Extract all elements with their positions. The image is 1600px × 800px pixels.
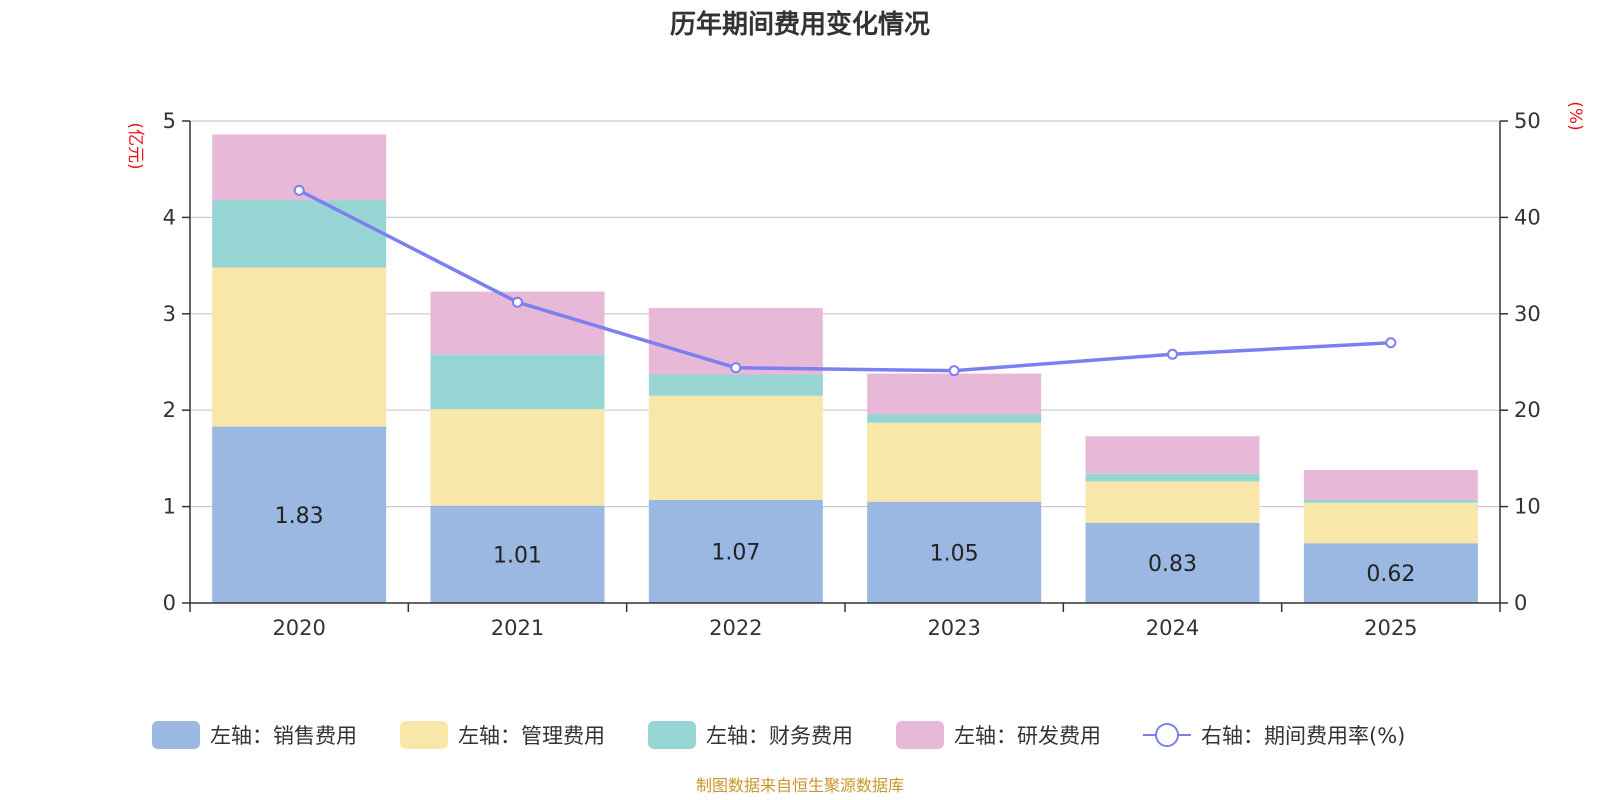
- bar-segment[interactable]: [1303, 469, 1478, 500]
- bar-segment[interactable]: [212, 200, 387, 268]
- legend-label[interactable]: 右轴：期间费用率(%): [1201, 724, 1405, 748]
- bar-segment[interactable]: [430, 409, 605, 506]
- legend-swatch[interactable]: [896, 721, 944, 749]
- bar-segment[interactable]: [867, 414, 1042, 423]
- bar-segment[interactable]: [867, 373, 1042, 415]
- bar-segment[interactable]: [1085, 522, 1260, 603]
- x-axis-tick-label: 2025: [1364, 616, 1417, 640]
- gridlines: [190, 120, 1500, 508]
- bar-segment[interactable]: [430, 354, 605, 410]
- line-point[interactable]: [730, 362, 742, 374]
- bar-segment[interactable]: [867, 422, 1042, 502]
- line-point[interactable]: [293, 184, 305, 196]
- line-point[interactable]: [1385, 337, 1397, 349]
- bar-data-label: 1.05: [930, 541, 979, 566]
- bar-segment[interactable]: [648, 395, 823, 500]
- right-axis-tick-label: 50: [1514, 109, 1541, 133]
- right-axis-tick-label: 0: [1514, 591, 1527, 615]
- bar-segment[interactable]: [648, 374, 823, 396]
- bar-segment[interactable]: [648, 499, 823, 603]
- legend-label[interactable]: 左轴：管理费用: [458, 724, 605, 748]
- bar-segment[interactable]: [1303, 502, 1478, 544]
- bar-segment[interactable]: [1085, 473, 1260, 482]
- legend-marker[interactable]: [1155, 723, 1179, 747]
- bar-segment[interactable]: [1085, 436, 1260, 474]
- left-axis-unit: (亿元): [125, 122, 145, 169]
- bar-data-label: 1.07: [711, 540, 760, 565]
- legend[interactable]: 左轴：销售费用 左轴：管理费用 左轴：财务费用 左轴：研发费用 右轴：期间费用率(%): [152, 721, 1405, 749]
- x-axis-tick-label: 2023: [927, 616, 980, 640]
- chart-title: 历年期间费用变化情况: [670, 9, 930, 40]
- x-axis-tick-label: 2024: [1146, 616, 1199, 640]
- left-axis-tick-label: 4: [163, 205, 176, 229]
- bar-segment[interactable]: [1303, 499, 1478, 503]
- left-axis-tick-label: 5: [163, 109, 176, 133]
- axes: 0 0 1 10 2 20 3 30 4 40 5 50 2020 2021 2022 2023 2024 202…: [163, 109, 1541, 640]
- legend-swatch[interactable]: [648, 721, 696, 749]
- bar-series: [212, 134, 1478, 603]
- right-axis-tick-label: 40: [1514, 205, 1541, 229]
- data-labels: 1.83 1.01 1.07 1.05 0.83 0.62: [275, 504, 1416, 587]
- bar-segment[interactable]: [212, 267, 387, 427]
- bar-data-label: 1.01: [493, 543, 542, 568]
- x-axis-tick-label: 2020: [272, 616, 325, 640]
- legend-label[interactable]: 左轴：销售费用: [210, 724, 357, 748]
- line-point[interactable]: [948, 365, 960, 377]
- bar-segment[interactable]: [212, 426, 387, 603]
- right-axis-unit: (%): [1565, 101, 1585, 130]
- legend-label[interactable]: 左轴：研发费用: [954, 724, 1101, 748]
- right-axis-tick-label: 30: [1514, 302, 1541, 326]
- line-point[interactable]: [512, 296, 523, 308]
- x-axis-tick-label: 2022: [709, 616, 762, 640]
- line-series: [293, 184, 1397, 377]
- bar-segment[interactable]: [430, 505, 605, 603]
- legend-swatch[interactable]: [152, 721, 200, 749]
- bar-data-label: 1.83: [275, 504, 324, 529]
- right-axis-tick-label: 10: [1514, 495, 1541, 519]
- expense-rate-line: [298, 188, 1391, 373]
- left-axis-tick-label: 2: [163, 398, 176, 422]
- bar-segment[interactable]: [1085, 481, 1260, 523]
- bar-data-label: 0.83: [1148, 552, 1197, 577]
- right-axis-tick-label: 20: [1514, 398, 1541, 422]
- left-axis-tick-label: 0: [163, 591, 176, 615]
- line-point[interactable]: [1167, 348, 1178, 360]
- legend-label[interactable]: 左轴：财务费用: [706, 724, 853, 748]
- source-note: 制图数据来自恒生聚源数据库: [696, 776, 904, 795]
- left-axis-tick-label: 1: [163, 495, 176, 519]
- legend-swatch[interactable]: [400, 721, 448, 749]
- left-axis-tick-label: 3: [163, 302, 176, 326]
- bar-segment[interactable]: [867, 501, 1042, 603]
- bar-data-label: 0.62: [1366, 562, 1415, 587]
- x-axis-tick-label: 2021: [491, 616, 544, 640]
- bar-segment[interactable]: [1303, 543, 1478, 603]
